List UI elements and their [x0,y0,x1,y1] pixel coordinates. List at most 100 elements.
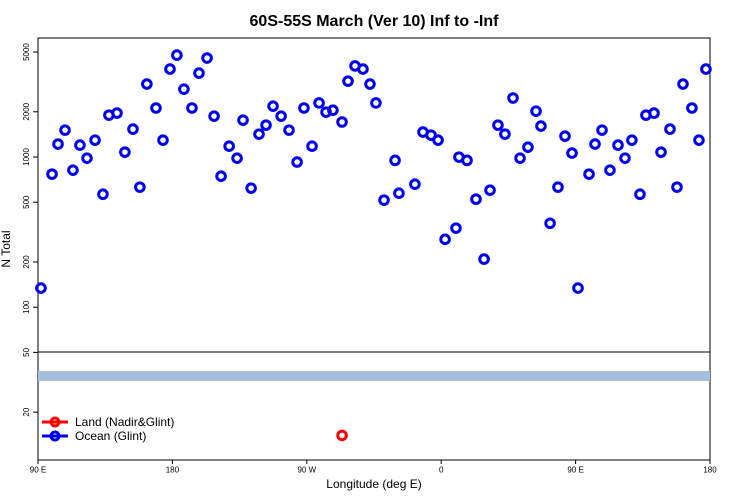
x-tick-label: 90 E [30,466,46,475]
point [686,102,698,114]
point [357,63,369,75]
point [461,154,473,167]
point [336,429,348,442]
point [157,134,169,146]
point [215,170,227,182]
point [693,134,705,146]
point [253,128,265,140]
point [393,187,405,199]
y-tick-label: 500 [22,195,31,209]
point [97,188,109,201]
point [389,154,401,167]
y-tick-label: 2000 [22,102,31,120]
point [74,139,86,151]
point [231,152,243,164]
point [514,152,526,164]
point [306,140,318,153]
point [201,52,213,64]
point [450,222,462,234]
point [59,124,71,136]
point [342,75,354,87]
point [336,116,348,128]
point [119,146,131,158]
y-tick-label: 5000 [22,43,31,61]
point [223,140,235,153]
x-axis-label: Longitude (deg E) [326,477,421,491]
chart-title: 60S-55S March (Ver 10) Inf to -Inf [250,13,500,30]
point [530,105,542,117]
y-tick-label: 50 [22,347,31,356]
x-tick-label: 0 [439,466,444,475]
point [134,181,146,193]
point [470,193,482,205]
x-tick-label: 90 W [297,466,316,475]
point [313,97,325,109]
point [559,130,571,142]
point [127,123,139,135]
point [275,110,287,122]
point [35,282,47,294]
point [171,49,183,61]
y-tick-label: 200 [22,255,31,269]
point [492,119,504,131]
point [409,178,421,190]
point [81,152,93,164]
x-tick-label: 90 E [567,466,583,475]
y-tick-label: 100 [22,300,31,314]
point [544,217,556,230]
point [484,184,496,197]
point [291,156,303,168]
point [566,147,578,159]
point [677,78,689,90]
point [507,92,519,104]
point [700,63,712,75]
point [655,146,667,158]
y-tick-label: 1000 [22,148,31,166]
point [111,107,123,119]
point [52,138,64,150]
point [298,102,310,114]
x-tick-label: 180 [703,466,717,475]
point [626,134,638,146]
point [364,78,376,90]
point [671,181,683,193]
point [648,107,660,119]
point [612,139,624,151]
point [237,114,249,126]
point [552,181,564,193]
point [439,233,451,246]
legend-label: Ocean (Glint) [75,429,146,443]
point [193,67,205,79]
point [634,188,646,201]
plot-frame [37,37,711,461]
point [478,253,490,265]
point [432,134,444,146]
point [596,124,608,136]
point [572,282,584,294]
point [267,100,279,112]
point [260,119,272,131]
point [141,78,153,90]
point [619,152,631,164]
legend-marker [49,430,61,442]
point [89,134,101,146]
point [150,102,162,114]
point [370,97,382,109]
point [583,168,595,180]
point [67,164,79,176]
legend-marker [49,416,61,428]
point [604,164,616,176]
point [327,104,339,116]
x-tick-label: 180 [166,466,180,475]
point [535,120,547,132]
point [664,123,676,135]
point [499,128,511,140]
y-axis-label: N Total [0,230,13,267]
point [178,83,190,95]
point [46,168,58,180]
point [245,182,257,194]
y-tick-label: 20 [22,407,31,416]
point [589,138,601,150]
